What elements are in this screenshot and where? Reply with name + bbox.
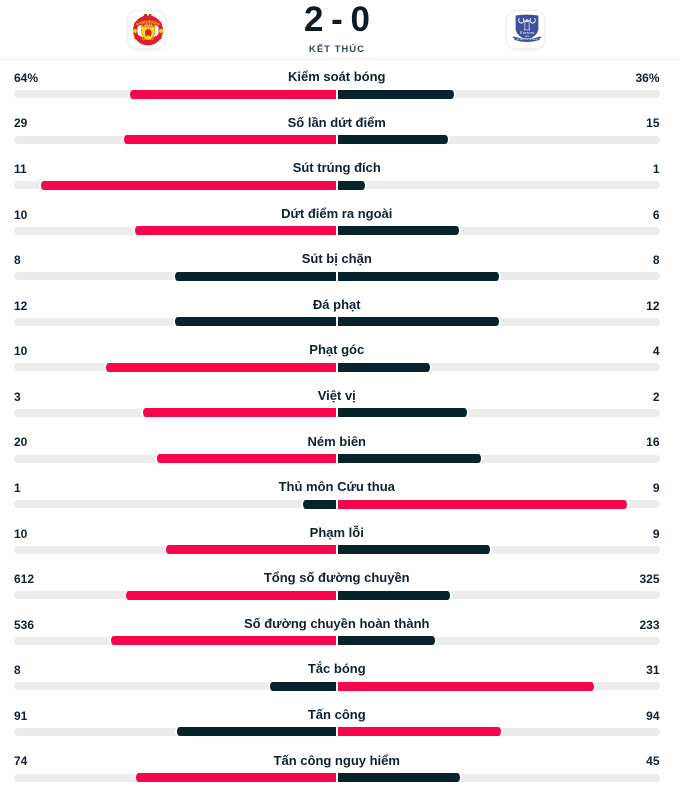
svg-text:NIL SATIS NISI OPTIMUM: NIL SATIS NISI OPTIMUM xyxy=(517,38,538,41)
svg-text:UNITED: UNITED xyxy=(142,36,155,41)
svg-text:MANCHESTER: MANCHESTER xyxy=(136,20,161,27)
svg-text:1878: 1878 xyxy=(525,36,530,38)
svg-text:Everton: Everton xyxy=(519,30,535,35)
